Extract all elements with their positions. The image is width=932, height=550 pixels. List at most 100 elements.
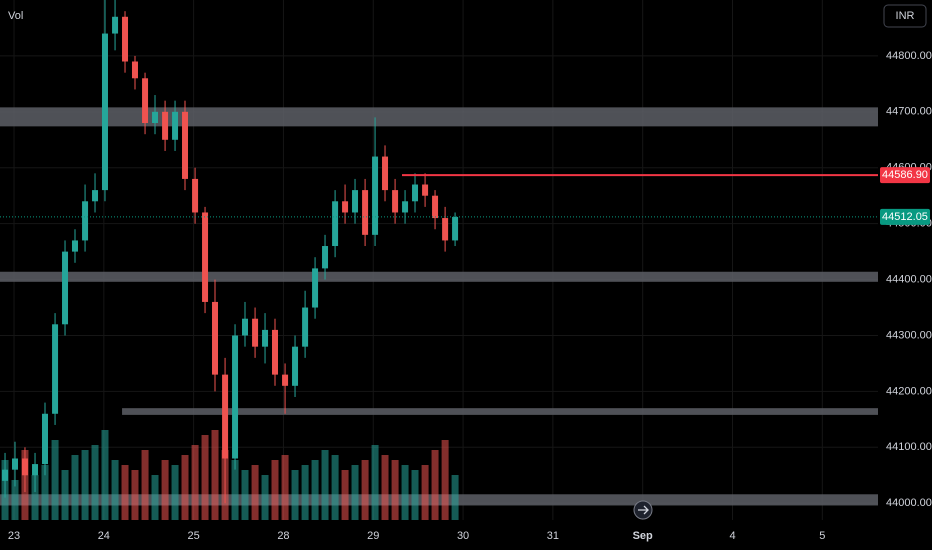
volume-bar	[201, 435, 209, 520]
volume-bar	[171, 465, 179, 520]
candle-body	[162, 111, 169, 140]
volume-bar	[231, 460, 239, 520]
candle-body	[322, 246, 329, 269]
candle-body	[52, 324, 59, 414]
candle-body	[152, 111, 159, 124]
candle-body	[432, 195, 439, 219]
candle-body	[11, 458, 18, 470]
candle-body	[41, 413, 48, 465]
volume-bar	[431, 450, 439, 520]
candle-body	[82, 201, 89, 241]
y-tick-label: 44100.00	[886, 441, 932, 453]
volume-bar	[381, 455, 389, 520]
volume-bar	[151, 475, 159, 520]
candle-body	[122, 16, 129, 62]
candle-body	[232, 335, 239, 459]
volume-bar	[261, 475, 269, 520]
x-tick-label: 4	[729, 530, 735, 542]
candle-body	[71, 240, 78, 252]
x-tick-label: 23	[8, 530, 20, 542]
volume-bar	[341, 470, 349, 520]
x-tick-label: 28	[277, 530, 289, 542]
volume-label: Vol	[8, 10, 23, 22]
alert-label-box	[880, 167, 930, 184]
x-tick-label: Sep	[633, 530, 653, 542]
candle-body	[452, 216, 459, 241]
volume-bar	[181, 455, 189, 520]
volume-bar	[291, 470, 299, 520]
volume-bar	[11, 480, 19, 520]
volume-bar	[121, 465, 129, 520]
candle-body	[342, 201, 349, 213]
volume-bar	[91, 445, 99, 520]
candle-body	[332, 201, 339, 247]
volume-bar	[71, 455, 79, 520]
candle-body	[382, 156, 389, 191]
y-tick-label: 44400.00	[886, 273, 932, 285]
volume-bar	[251, 465, 259, 520]
candle-body	[352, 190, 359, 213]
candle-body	[302, 307, 309, 347]
volume-bar	[141, 450, 149, 520]
x-tick-label: 31	[547, 530, 559, 542]
x-tick-label: 30	[457, 530, 469, 542]
candle-body	[182, 111, 189, 179]
volume-bar	[451, 475, 459, 520]
candle-body	[242, 318, 249, 336]
y-tick-label: 44000.00	[886, 497, 932, 509]
volume-bar	[281, 455, 289, 520]
volume-bar	[41, 465, 49, 520]
last-price-box	[880, 208, 930, 225]
volume-bar	[311, 460, 319, 520]
candle-body	[21, 458, 28, 476]
candle-body	[422, 184, 429, 196]
candle-body	[262, 329, 269, 347]
volume-bar	[361, 460, 369, 520]
zone	[122, 408, 879, 415]
candle-body	[292, 346, 299, 386]
y-tick-label: 44200.00	[886, 385, 932, 397]
volume-bar	[161, 460, 169, 520]
volume-bar	[401, 465, 409, 520]
volume-bar	[51, 440, 59, 520]
volume-bar	[301, 465, 309, 520]
zone	[0, 107, 878, 127]
candle-body	[192, 178, 199, 213]
volume-bar	[321, 450, 329, 520]
candle-body	[272, 329, 279, 375]
goto-icon[interactable]	[633, 500, 653, 520]
volume-bar	[241, 470, 249, 520]
volume-bar	[81, 450, 89, 520]
volume-bar	[351, 465, 359, 520]
candle-body	[442, 218, 449, 241]
y-tick-label: 44300.00	[886, 329, 932, 341]
x-tick-label: 25	[188, 530, 200, 542]
last-price-label: 44512.05	[882, 211, 928, 223]
volume-bar	[131, 470, 139, 520]
volume-bar	[101, 430, 109, 520]
candle-body	[2, 469, 9, 481]
candle-body	[112, 16, 119, 34]
x-tick-label: 5	[819, 530, 825, 542]
candle-body	[412, 184, 419, 202]
y-tick-label: 44800.00	[886, 50, 932, 62]
candle-body	[252, 318, 259, 347]
volume-bar	[31, 475, 39, 520]
currency[interactable]: INR	[896, 10, 915, 22]
candle-body	[131, 61, 138, 79]
grid	[0, 0, 878, 520]
candle-body	[372, 156, 379, 235]
candle-body	[222, 374, 229, 459]
candle-body	[362, 190, 369, 235]
candle-body	[212, 301, 219, 375]
currency-box[interactable]	[883, 4, 927, 28]
candle-body	[282, 374, 289, 386]
plot	[0, 0, 879, 520]
candle-body	[32, 464, 39, 476]
candle-body	[392, 190, 399, 213]
alert-label: 44586.90	[882, 169, 928, 181]
candle-body	[62, 251, 69, 325]
y-tick-label: 44700.00	[886, 106, 932, 118]
candle-body	[312, 268, 319, 308]
